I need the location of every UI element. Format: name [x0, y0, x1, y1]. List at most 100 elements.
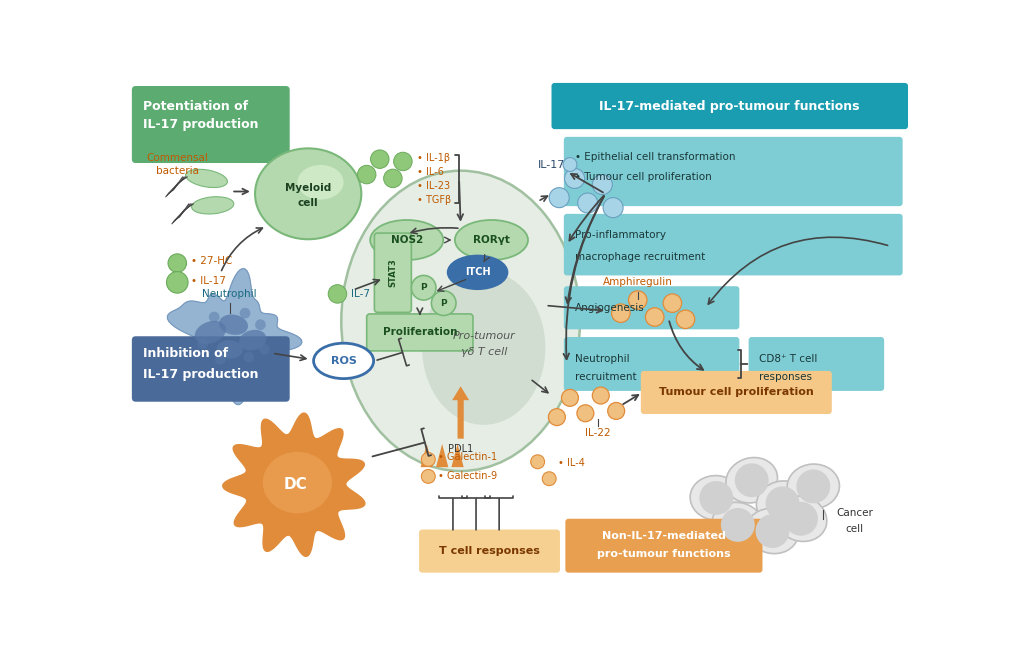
FancyBboxPatch shape [565, 519, 762, 573]
Text: • 27-HC: • 27-HC [191, 256, 233, 266]
Text: DC: DC [283, 477, 307, 492]
Polygon shape [451, 444, 463, 467]
Polygon shape [436, 444, 448, 467]
Circle shape [677, 310, 695, 329]
Text: PDL1: PDL1 [448, 444, 473, 455]
Ellipse shape [255, 148, 362, 239]
Circle shape [562, 389, 578, 407]
Text: P: P [440, 299, 447, 308]
Text: Neutrophil: Neutrophil [575, 354, 629, 364]
Circle shape [550, 188, 569, 208]
FancyArrow shape [452, 386, 469, 439]
FancyBboxPatch shape [749, 337, 884, 391]
Ellipse shape [239, 330, 266, 351]
Text: NOS2: NOS2 [390, 235, 423, 245]
Text: ITCH: ITCH [464, 268, 491, 277]
Text: Inhibition of: Inhibition of [143, 347, 229, 360]
Text: IL-7: IL-7 [352, 289, 370, 299]
Text: P: P [421, 283, 427, 292]
Circle shape [358, 165, 376, 184]
Circle shape [766, 486, 800, 521]
Text: STAT3: STAT3 [388, 258, 397, 287]
Circle shape [244, 352, 254, 362]
Ellipse shape [775, 496, 827, 542]
Ellipse shape [216, 340, 243, 358]
Text: Neutrophil: Neutrophil [202, 289, 257, 299]
Ellipse shape [314, 343, 374, 379]
Text: • TGFβ: • TGFβ [417, 195, 451, 205]
Text: Commensal: Commensal [146, 153, 208, 163]
Text: • Galectin-9: • Galectin-9 [438, 471, 497, 480]
FancyBboxPatch shape [367, 314, 473, 351]
Text: • Galectin-1: • Galectin-1 [438, 452, 497, 462]
Circle shape [259, 344, 269, 355]
Circle shape [197, 339, 208, 349]
Circle shape [756, 514, 789, 548]
Ellipse shape [422, 271, 546, 425]
Circle shape [422, 453, 435, 467]
Circle shape [215, 354, 226, 364]
Text: Non-IL-17-mediated: Non-IL-17-mediated [602, 531, 725, 542]
Text: ROS: ROS [330, 356, 357, 366]
Circle shape [629, 291, 647, 309]
Circle shape [735, 463, 769, 497]
Text: IL-22: IL-22 [585, 428, 611, 438]
Circle shape [604, 198, 623, 217]
Circle shape [592, 387, 610, 404]
Circle shape [721, 508, 755, 542]
Ellipse shape [747, 509, 799, 554]
Text: Myeloid: Myeloid [285, 183, 331, 192]
Circle shape [384, 169, 402, 188]
Circle shape [612, 304, 630, 322]
Circle shape [608, 403, 625, 419]
Ellipse shape [712, 502, 764, 548]
Circle shape [168, 254, 187, 272]
Ellipse shape [219, 314, 248, 335]
FancyBboxPatch shape [375, 233, 411, 312]
Text: responses: responses [759, 372, 813, 382]
Ellipse shape [690, 476, 743, 521]
Text: Angiogenesis: Angiogenesis [575, 302, 644, 313]
Text: γδ T cell: γδ T cell [460, 347, 507, 357]
Circle shape [645, 308, 663, 326]
Ellipse shape [725, 457, 777, 503]
Text: Pro-inflammatory: Pro-inflammatory [575, 231, 665, 241]
FancyBboxPatch shape [641, 371, 832, 414]
Ellipse shape [447, 254, 508, 290]
Text: pro-tumour functions: pro-tumour functions [597, 549, 731, 559]
FancyBboxPatch shape [564, 286, 740, 330]
Circle shape [577, 405, 593, 422]
Text: recruitment: recruitment [575, 372, 636, 382]
Ellipse shape [298, 165, 343, 200]
Text: Proliferation: Proliferation [383, 328, 457, 337]
Text: CD8⁺ T cell: CD8⁺ T cell [759, 354, 818, 364]
Circle shape [411, 275, 436, 300]
Ellipse shape [455, 220, 528, 260]
Circle shape [240, 308, 250, 318]
FancyBboxPatch shape [552, 83, 908, 129]
Polygon shape [421, 444, 433, 467]
Text: cell: cell [845, 524, 864, 534]
Circle shape [422, 469, 435, 483]
Ellipse shape [186, 169, 228, 188]
Text: IL-17-mediated pro-tumour functions: IL-17-mediated pro-tumour functions [599, 100, 860, 113]
Text: • Tumour cell proliferation: • Tumour cell proliferation [575, 172, 711, 182]
Polygon shape [168, 269, 302, 405]
Ellipse shape [787, 464, 839, 509]
Text: • IL-17: • IL-17 [191, 276, 226, 286]
Circle shape [565, 169, 584, 188]
Text: Potentiation of: Potentiation of [143, 100, 249, 113]
Circle shape [328, 285, 346, 303]
Circle shape [549, 409, 565, 426]
Circle shape [592, 175, 613, 194]
Circle shape [255, 320, 266, 330]
Text: • IL-6: • IL-6 [417, 167, 444, 177]
Ellipse shape [195, 321, 226, 344]
Text: T cell responses: T cell responses [439, 546, 539, 556]
Circle shape [797, 469, 830, 503]
Text: bacteria: bacteria [155, 165, 199, 176]
Circle shape [578, 193, 597, 213]
Ellipse shape [192, 197, 234, 214]
Text: IL-17 production: IL-17 production [143, 368, 259, 382]
Text: Pro-tumour: Pro-tumour [452, 331, 515, 341]
